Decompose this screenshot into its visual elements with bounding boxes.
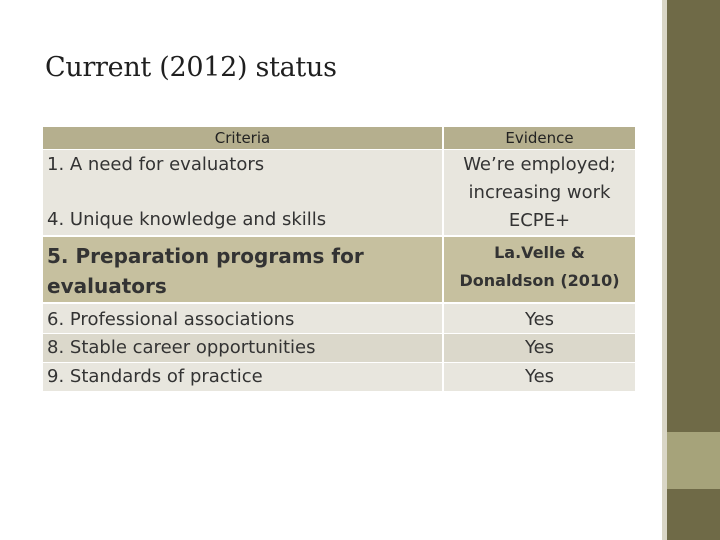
evidence-cell: ECPE+ <box>508 210 571 231</box>
table-row: La.Velle & Donaldson (2010) <box>444 237 635 302</box>
slide-title: Current (2012) status <box>45 52 337 83</box>
evidence-cell: increasing work <box>468 182 611 203</box>
sidebar-decoration-accent <box>667 432 720 489</box>
evidence-cell: Yes <box>444 304 635 333</box>
table-row: 1. A need for evaluators 4. Unique knowl… <box>43 150 442 235</box>
criteria-cell: 9. Standards of practice <box>43 363 442 391</box>
evidence-cell: Yes <box>444 363 635 391</box>
sidebar-decoration-bottom <box>667 489 720 540</box>
criteria-cell: 1. A need for evaluators <box>47 154 265 175</box>
criteria-line: 5. Preparation programs for <box>47 244 364 268</box>
evidence-cell: Donaldson (2010) <box>459 271 620 290</box>
criteria-line: evaluators <box>47 274 167 298</box>
header-evidence: Evidence <box>444 127 635 149</box>
table-row: 5. Preparation programs for evaluators <box>43 237 442 302</box>
criteria-cell: 8. Stable career opportunities <box>43 334 442 362</box>
sidebar-decoration-top <box>667 0 720 432</box>
table-row: We’re employed; increasing work ECPE+ <box>444 150 635 235</box>
evidence-cell: We’re employed; <box>463 154 616 175</box>
header-criteria: Criteria <box>43 127 442 149</box>
evidence-cell: La.Velle & <box>494 243 585 262</box>
criteria-cell: 4. Unique knowledge and skills <box>47 209 327 230</box>
evidence-cell: Yes <box>444 334 635 362</box>
criteria-cell: 6. Professional associations <box>43 304 442 333</box>
criteria-cell-highlight: 5. Preparation programs for evaluators <box>47 241 364 301</box>
sidebar-edge <box>662 0 667 540</box>
